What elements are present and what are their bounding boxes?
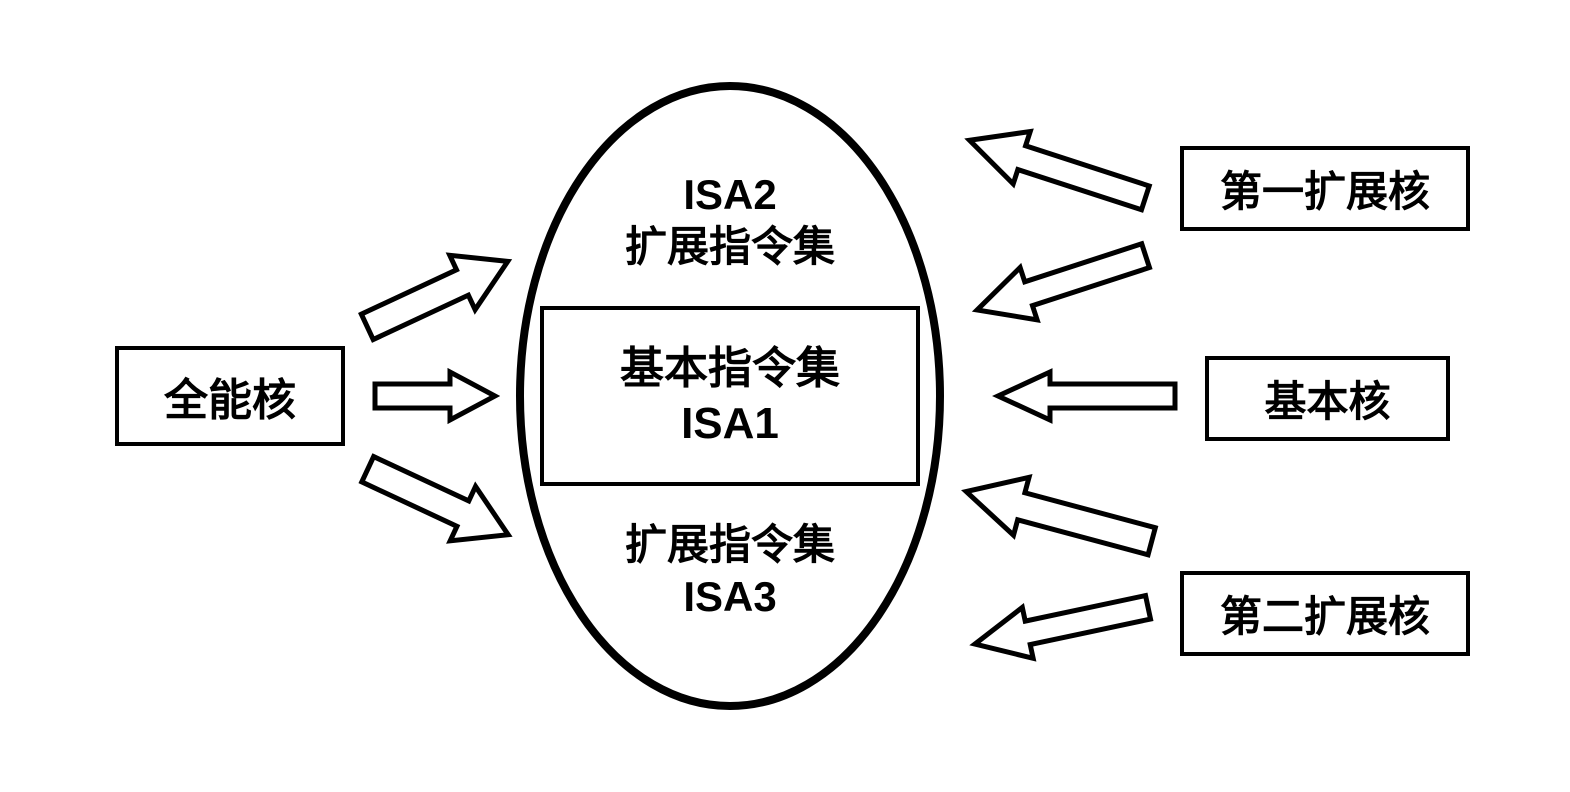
second-ext-core-box: 第二扩展核 bbox=[1180, 571, 1470, 656]
isa1-code: ISA1 bbox=[681, 396, 779, 451]
basic-core-box: 基本核 bbox=[1205, 356, 1450, 441]
isa1-box: 基本指令集 ISA1 bbox=[540, 306, 920, 486]
isa3-label: 扩展指令集 bbox=[625, 519, 835, 572]
isa2-label: 扩展指令集 bbox=[625, 221, 835, 274]
arrow-left-bot bbox=[345, 429, 535, 578]
arrow-left-mid bbox=[370, 366, 500, 426]
isa2-code: ISA2 bbox=[683, 169, 776, 222]
omnipotent-core-label: 全能核 bbox=[164, 364, 296, 428]
arrow-right-top2 bbox=[958, 218, 1162, 348]
basic-core-label: 基本核 bbox=[1264, 368, 1390, 429]
arrow-right-top1 bbox=[948, 102, 1161, 235]
arrow-left-top bbox=[345, 219, 535, 368]
isa3-code: ISA3 bbox=[683, 571, 776, 624]
arrow-right-bot1 bbox=[948, 451, 1167, 581]
first-ext-core-label: 第一扩展核 bbox=[1220, 158, 1430, 219]
omnipotent-core-box: 全能核 bbox=[115, 346, 345, 446]
isa-diagram: ISA2 扩展指令集 基本指令集 ISA1 扩展指令集 ISA3 全能核 第一扩… bbox=[85, 46, 1485, 746]
arrow-right-mid bbox=[990, 366, 1180, 426]
second-ext-core-label: 第二扩展核 bbox=[1220, 583, 1430, 644]
isa3-section: 扩展指令集 ISA3 bbox=[585, 506, 875, 636]
first-ext-core-box: 第一扩展核 bbox=[1180, 146, 1470, 231]
arrow-right-bot2 bbox=[960, 572, 1160, 680]
isa1-label: 基本指令集 bbox=[620, 341, 840, 396]
isa2-section: ISA2 扩展指令集 bbox=[585, 156, 875, 286]
